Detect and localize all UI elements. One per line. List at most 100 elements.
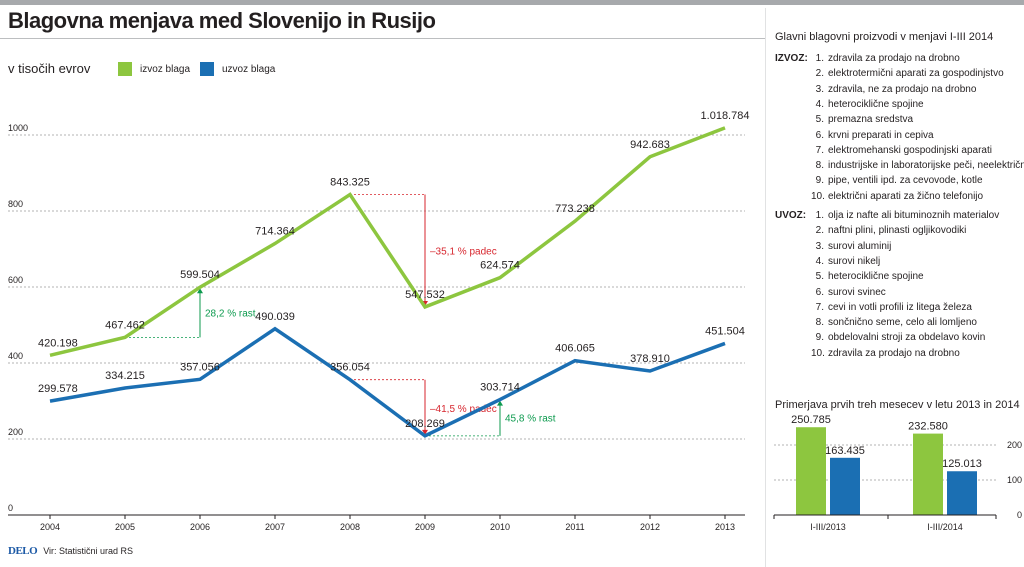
list-item-number: 9. (815, 175, 824, 187)
list-item-number: 1. (815, 210, 824, 221)
list-item-label: premazna sredstva (828, 114, 914, 126)
y-tick-label: 800 (8, 199, 23, 209)
legend-import-swatch (200, 62, 214, 76)
list-item-number: 6. (815, 286, 824, 298)
panel-separator (765, 8, 766, 567)
list-item: 6. krvni preparati in cepiva (811, 130, 934, 141)
export-products-list: IZVOZ: 1. zdravila za prodajo na drobno 2.… (775, 53, 1024, 203)
data-label: 773.238 (555, 203, 595, 215)
bar (796, 427, 826, 515)
bar-chart-title: Primerjava prvih treh mesecev v letu 201… (775, 399, 1020, 411)
annotation-label: 45,8 % rast (505, 414, 556, 425)
bar-value-label: 250.785 (791, 414, 831, 426)
list-item-label: surovi aluminij (828, 240, 892, 252)
list-item: 8. industrijske in laboratorijske peči, n… (811, 160, 1024, 171)
list-item-label: heterociklične spojine (828, 98, 924, 110)
list-item-number: 10. (811, 190, 825, 202)
annotation-arrowhead (422, 429, 428, 435)
bar-value-label: 163.435 (825, 445, 865, 457)
y-tick-label: 0 (8, 503, 13, 513)
data-label: 547.532 (405, 289, 445, 301)
list-item-number: 1. (815, 53, 824, 64)
data-label: 599.504 (180, 269, 220, 281)
bar (947, 471, 977, 515)
legend-import: uzvoz blaga (200, 62, 275, 76)
bar-chart: 0 100 200 250.785 163.435 I-III/2013 232.580 12… (773, 414, 1022, 532)
data-label: 467.462 (105, 319, 145, 331)
list-item: 2. elektrotermični aparati za gospodinjst… (811, 68, 1004, 79)
bar-value-label: 125.013 (942, 458, 982, 470)
data-label: 714.364 (255, 226, 295, 238)
export-line (49, 126, 726, 358)
data-label: 843.325 (330, 177, 370, 189)
list-item: 10. zdravila za prodajo na drobno (811, 348, 960, 359)
data-label: 357.056 (180, 361, 220, 373)
data-label: 942.683 (630, 139, 670, 151)
legend-import-label: uzvoz blaga (222, 63, 276, 75)
list-item: 2. naftni plini, plinasti ogljikovodiki (811, 225, 967, 237)
list-item-label: pipe, ventili ipd. za cevovode, kotle (828, 175, 983, 187)
list-item-label: sončnično seme, celo ali lomljeno (828, 317, 977, 329)
list-item-number: 9. (815, 332, 824, 344)
list-item: 9. pipe, ventili ipd. za cevovode, kotle (811, 175, 983, 186)
legend-export-label: izvoz blaga (140, 63, 191, 75)
data-label: 406.065 (555, 343, 595, 355)
legend-export: izvoz blaga (118, 62, 190, 76)
list-item-label: naftni plini, plinasti ogljikovodiki (828, 225, 967, 237)
bar (913, 433, 943, 515)
data-label: 490.039 (255, 311, 295, 323)
y-tick-label: 400 (8, 351, 23, 361)
list-item-label: obdelovalni stroji za obdelavo kovin (828, 332, 986, 344)
annotation-arrowhead (497, 400, 503, 406)
list-item-number: 2. (815, 225, 824, 237)
export-products-label: IZVOZ: (775, 53, 808, 64)
list-item: 9. obdelovalni stroji za obdelavo kovin (811, 332, 986, 344)
data-label: 624.574 (480, 260, 520, 272)
list-item-number: 7. (815, 301, 824, 313)
data-label: 334.215 (105, 370, 145, 382)
list-item-number: 7. (815, 144, 824, 156)
data-label: 208.269 (405, 418, 445, 430)
data-label: 299.578 (38, 383, 78, 395)
data-label: 420.198 (38, 337, 78, 349)
list-item-label: olja iz nafte ali bituminoznih materialo… (828, 210, 1000, 221)
x-tick-label: 2005 (115, 522, 135, 532)
list-item-number: 4. (815, 255, 824, 267)
list-item: 10. električni aparati za žično telefonij… (811, 191, 983, 202)
list-item: 7. elektromehanski gospodinjski aparati (811, 145, 992, 156)
list-item-number: 6. (815, 129, 824, 141)
x-tick-label: 2004 (40, 522, 60, 532)
top-bar (0, 0, 1024, 5)
source-note: DELO Vir: Statistični urad RS (8, 545, 133, 557)
import-line (49, 326, 726, 438)
title-divider (0, 38, 765, 39)
x-tick-label: 2010 (490, 522, 510, 532)
x-tick-label: 2011 (565, 522, 584, 532)
list-item-label: elektrotermični aparati za gospodinjstvo (828, 68, 1004, 80)
list-item: 5. premazna sredstva (811, 114, 913, 125)
source-text: Vir: Statistični urad RS (43, 546, 134, 556)
products-title: Glavni blagovni proizvodi v menjavi I-II… (775, 31, 994, 43)
y-tick-label: 200 (8, 427, 23, 437)
list-item-number: 3. (815, 83, 824, 95)
list-item-label: krvni preparati in cepiva (828, 129, 934, 141)
data-label: 303.714 (480, 382, 520, 394)
unit-label: v tisočih evrov (8, 61, 91, 76)
list-item-label: heterociklične spojine (828, 271, 924, 283)
annotation-label: –35,1 % padec (430, 247, 497, 258)
list-item: 4. surovi nikelj (811, 255, 881, 267)
list-item: 4. heterociklične spojine (811, 99, 924, 110)
data-label: 378.910 (630, 353, 670, 365)
list-item-label: surovi svinec (828, 286, 886, 298)
import-products-label: UVOZ: (775, 210, 807, 221)
list-item: 3. zdravila, ne za prodajo na drobno (811, 83, 977, 95)
bar-y-tick-label: 100 (1007, 475, 1022, 485)
bar-value-label: 232.580 (908, 421, 948, 433)
y-tick-label: 1000 (8, 123, 28, 133)
list-item-number: 5. (815, 114, 824, 126)
list-item-number: 8. (815, 317, 824, 329)
list-item-label: zdravila za prodajo na drobno (828, 347, 960, 359)
list-item-label: surovi nikelj (828, 255, 881, 267)
data-label: 1.018.784 (701, 110, 750, 122)
x-tick-label: 2009 (415, 522, 435, 532)
